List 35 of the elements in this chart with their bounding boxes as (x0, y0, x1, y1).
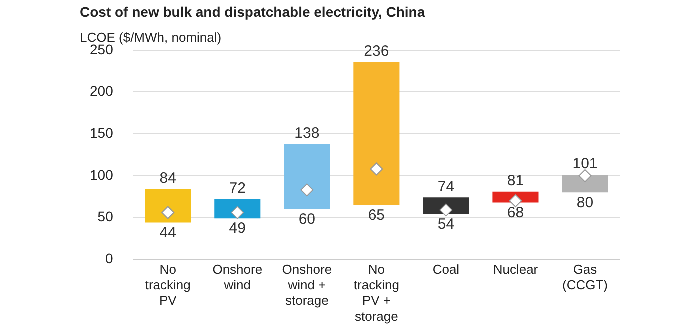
bar (562, 175, 608, 193)
x-tick-label: Nuclear (493, 262, 539, 277)
annotation: 54 (438, 216, 455, 234)
point (370, 162, 384, 176)
annotation: 84 (160, 170, 176, 187)
annotation: 68 (507, 204, 524, 222)
annotation: 49 (229, 220, 246, 238)
point (509, 194, 522, 208)
y-tick-label: 0 (106, 250, 114, 266)
y-tick-label: 200 (90, 83, 114, 100)
point (578, 169, 592, 182)
annotation: 72 (229, 180, 246, 197)
x-tick-label: No tracking PV (145, 262, 191, 308)
x-tick-label: Gas (CCGT) (562, 262, 608, 293)
x-tick-label: No tracking PV + storage (354, 262, 400, 324)
x-tick-label: Onshore wind + storage (282, 262, 332, 308)
annotation: 236 (364, 42, 390, 60)
annotation: 81 (507, 172, 524, 190)
chart-title: Cost of new bulk and dispatchable electricity, China (79, 3, 426, 22)
point (300, 184, 314, 197)
annotation: 74 (438, 178, 455, 196)
x-tick-label: Coal (432, 262, 460, 277)
y-tick-label: 150 (90, 124, 114, 141)
bar (354, 62, 400, 206)
x-tick-label: Onshore wind (212, 262, 263, 293)
annotation: 138 (294, 124, 320, 142)
annotation: 60 (298, 211, 316, 228)
annotation: 44 (160, 224, 176, 242)
annotation: 80 (576, 194, 594, 212)
annotation: 101 (572, 156, 598, 173)
bar (145, 189, 192, 223)
bar (284, 144, 330, 210)
y-tick-label: 50 (98, 208, 114, 225)
y-tick-label: 100 (90, 166, 114, 183)
annotation: 65 (368, 206, 386, 224)
